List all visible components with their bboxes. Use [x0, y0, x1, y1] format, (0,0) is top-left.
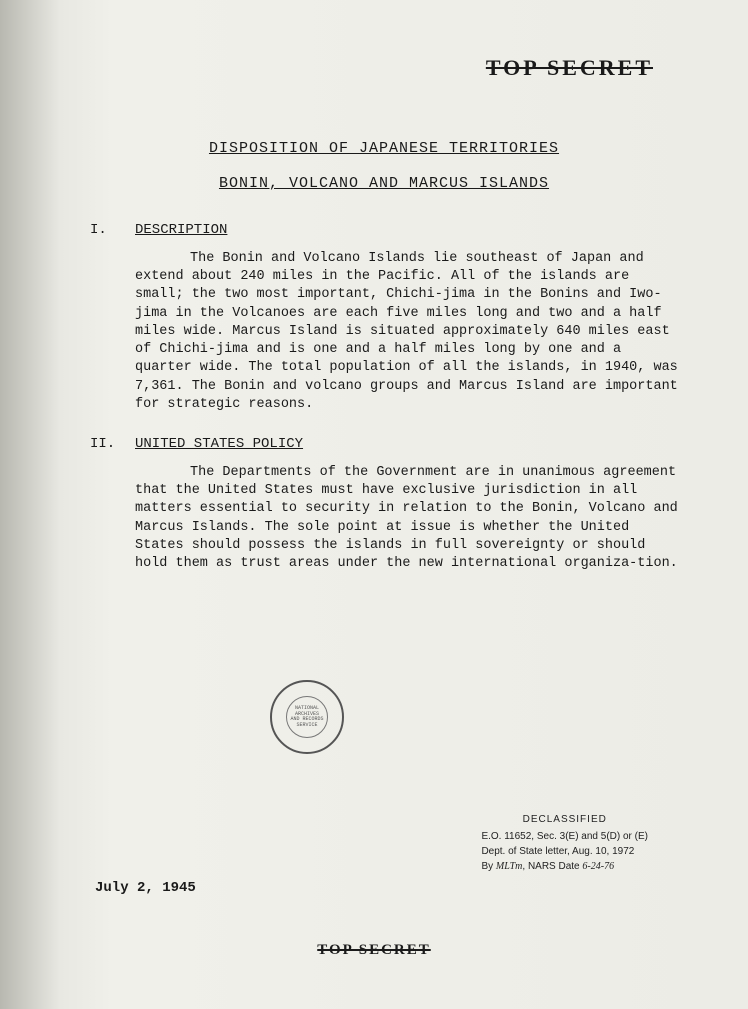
- section-policy: II. UNITED STATES POLICY The Departments…: [90, 436, 678, 573]
- section-title: UNITED STATES POLICY: [135, 436, 303, 452]
- declass-line2: Dept. of State letter, Aug. 10, 1972: [481, 844, 648, 859]
- body-content: The Departments of the Government are in…: [135, 465, 678, 571]
- section-body: The Departments of the Government are in…: [135, 464, 678, 573]
- section-title: DESCRIPTION: [135, 222, 227, 238]
- section-header: I. DESCRIPTION: [90, 222, 678, 238]
- seal-text: NATIONAL ARCHIVES AND RECORDS SERVICE: [286, 696, 328, 738]
- declass-title: DECLASSIFIED: [481, 812, 648, 827]
- declass-nars-label: NARS Date: [528, 861, 580, 872]
- declass-signature: MLTm: [496, 861, 522, 872]
- declass-line1: E.O. 11652, Sec. 3(E) and 5(D) or (E): [481, 829, 648, 844]
- section-header: II. UNITED STATES POLICY: [90, 436, 678, 452]
- section-description: I. DESCRIPTION The Bonin and Volcano Isl…: [90, 222, 678, 414]
- archives-seal-icon: NATIONAL ARCHIVES AND RECORDS SERVICE: [270, 680, 344, 754]
- document-title: DISPOSITION OF JAPANESE TERRITORIES: [90, 140, 678, 157]
- document-date: July 2, 1945: [95, 880, 196, 896]
- classification-bottom: TOP SECRET: [317, 942, 431, 959]
- declass-date: 6-24-76: [582, 861, 614, 872]
- section-body: The Bonin and Volcano Islands lie southe…: [135, 250, 678, 414]
- declass-line3: By MLTm, NARS Date 6-24-76: [481, 859, 648, 874]
- declassification-stamp: DECLASSIFIED E.O. 11652, Sec. 3(E) and 5…: [481, 812, 648, 874]
- body-content: The Bonin and Volcano Islands lie southe…: [135, 251, 678, 412]
- section-number: II.: [90, 436, 135, 452]
- classification-top: TOP SECRET: [486, 55, 653, 81]
- declass-by-prefix: By: [481, 861, 493, 872]
- document-subtitle: BONIN, VOLCANO AND MARCUS ISLANDS: [90, 175, 678, 192]
- section-number: I.: [90, 222, 135, 238]
- document-page: TOP SECRET DISPOSITION OF JAPANESE TERRI…: [0, 0, 748, 1009]
